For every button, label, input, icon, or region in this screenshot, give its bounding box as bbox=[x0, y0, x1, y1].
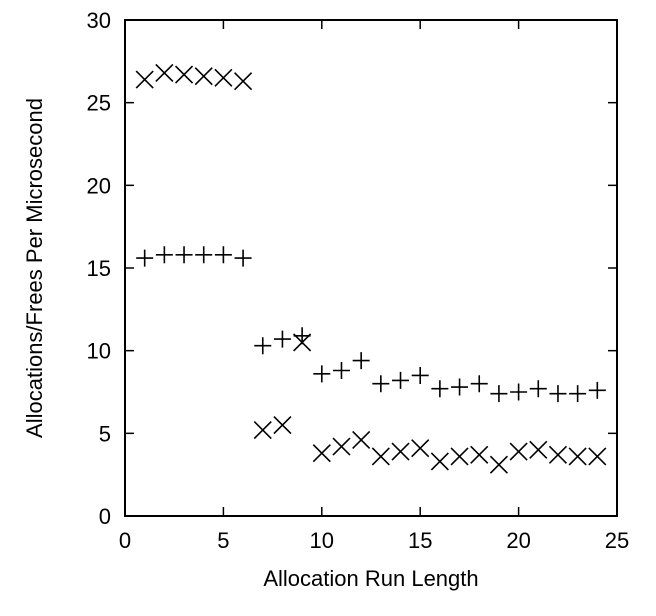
x-tick-label: 0 bbox=[119, 528, 131, 553]
cross-point bbox=[135, 70, 154, 89]
cross-point bbox=[371, 447, 390, 466]
cross-point bbox=[568, 447, 587, 466]
plus-point bbox=[175, 246, 193, 264]
plus-point bbox=[352, 352, 370, 370]
plus-point bbox=[332, 362, 350, 380]
cross-point bbox=[352, 430, 371, 450]
x-tick-label: 20 bbox=[506, 528, 530, 553]
cross-point bbox=[489, 455, 508, 474]
x-tick-label: 15 bbox=[408, 528, 432, 553]
y-tick-label: 20 bbox=[87, 173, 111, 198]
plus-point bbox=[254, 337, 272, 355]
plus-point bbox=[549, 385, 567, 403]
cross-point bbox=[450, 447, 469, 466]
y-axis-label: Allocations/Frees Per Microsecond bbox=[22, 98, 47, 438]
cross-point bbox=[548, 445, 568, 464]
cross-point bbox=[529, 440, 548, 459]
plus-point bbox=[392, 371, 410, 389]
plus-point bbox=[136, 249, 154, 267]
y-tick-label: 10 bbox=[87, 339, 111, 364]
cross-point bbox=[391, 442, 410, 461]
cross-point bbox=[155, 63, 174, 82]
cross-point bbox=[293, 333, 312, 352]
plus-point bbox=[372, 375, 390, 393]
x-axis-label: Allocation Run Length bbox=[263, 566, 478, 591]
plus-point bbox=[195, 246, 213, 264]
plot-frame bbox=[124, 19, 618, 517]
cross-point bbox=[312, 444, 331, 463]
plus-point bbox=[273, 330, 291, 348]
plus-point bbox=[155, 246, 173, 264]
cross-point bbox=[509, 442, 528, 461]
cross-point bbox=[332, 437, 351, 456]
plus-point bbox=[569, 385, 587, 403]
cross-point bbox=[273, 416, 292, 435]
cross-point bbox=[430, 452, 449, 471]
plus-point bbox=[529, 380, 547, 398]
data-marks bbox=[135, 63, 607, 474]
cross-point bbox=[194, 67, 213, 86]
plus-point bbox=[214, 246, 232, 264]
x-tick-label: 5 bbox=[217, 528, 229, 553]
y-tick-label: 15 bbox=[87, 256, 111, 281]
plus-point bbox=[588, 381, 606, 399]
y-tick-label: 0 bbox=[99, 504, 111, 529]
x-tick-label: 10 bbox=[310, 528, 334, 553]
axis-tick-labels: 0 5 10 15 20 25 0 5 10 15 20 25 30 bbox=[87, 8, 630, 553]
cross-point bbox=[214, 68, 233, 87]
cross-point bbox=[588, 447, 607, 466]
cross-point bbox=[234, 72, 253, 91]
plus-point bbox=[313, 365, 331, 383]
cross-point bbox=[253, 420, 272, 440]
y-tick-label: 5 bbox=[99, 421, 111, 446]
plus-point bbox=[411, 366, 429, 384]
cross-point bbox=[174, 65, 194, 84]
plus-point bbox=[490, 385, 508, 403]
y-tick-label: 25 bbox=[87, 91, 111, 116]
y-tick-label: 30 bbox=[87, 8, 111, 33]
plus-point bbox=[470, 375, 488, 393]
plus-point bbox=[451, 378, 469, 396]
plus-point bbox=[234, 249, 252, 267]
plus-point bbox=[431, 380, 449, 398]
cross-point bbox=[470, 445, 489, 464]
cross-point bbox=[411, 439, 430, 458]
plus-point bbox=[510, 383, 528, 401]
x-tick-label: 25 bbox=[605, 528, 629, 553]
axis-ticks bbox=[124, 19, 618, 517]
